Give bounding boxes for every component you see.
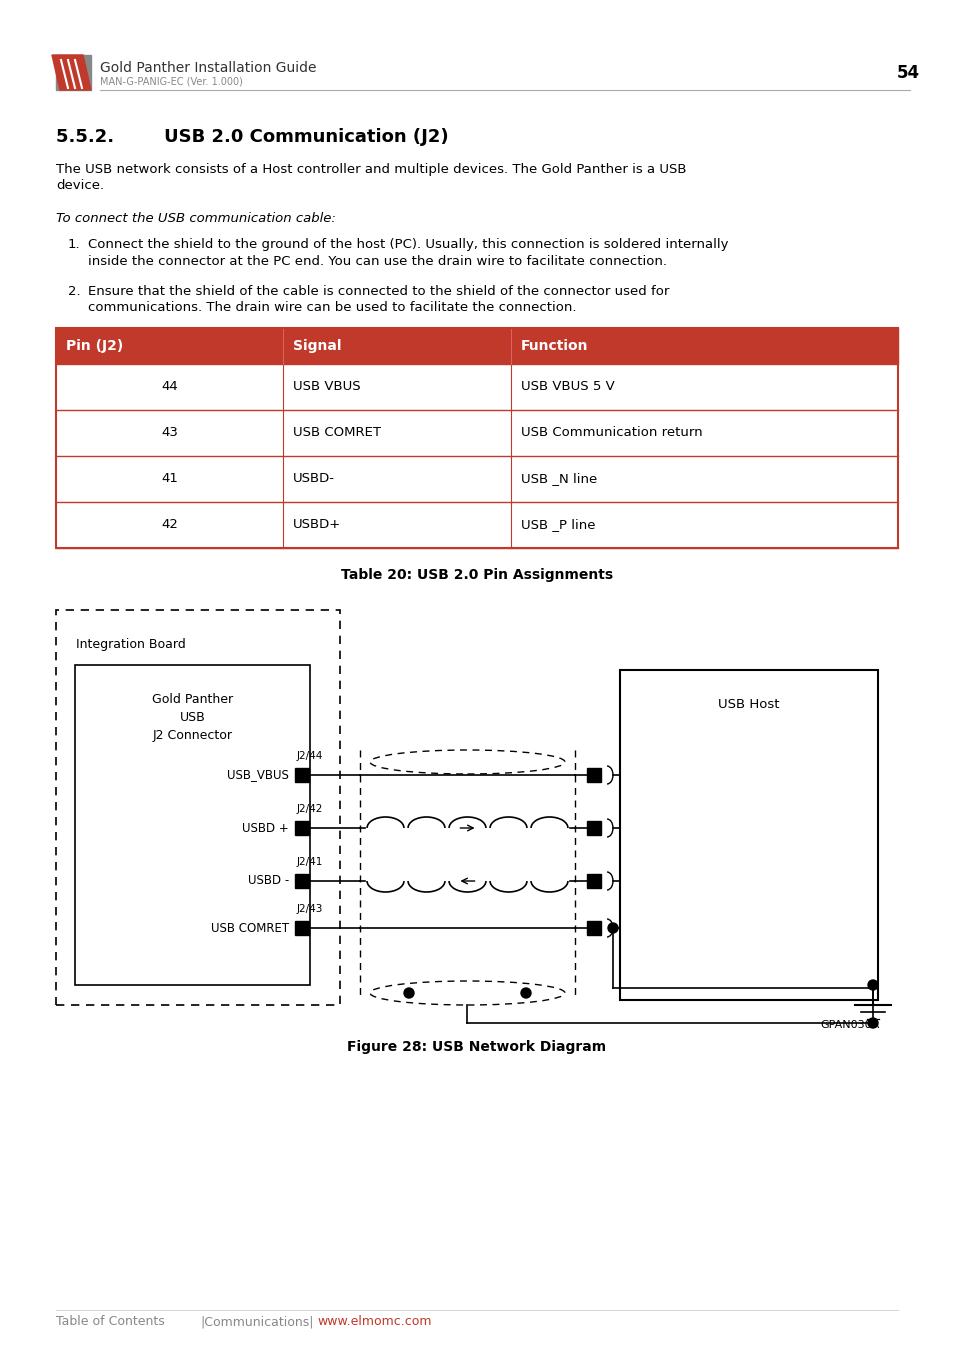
- Text: Gold Panther Installation Guide: Gold Panther Installation Guide: [100, 61, 316, 76]
- Text: USBD -: USBD -: [248, 875, 289, 887]
- Text: To connect the USB communication cable:: To connect the USB communication cable:: [56, 212, 335, 225]
- Text: USB COMRET: USB COMRET: [211, 922, 289, 934]
- Text: USB_VBUS: USB_VBUS: [227, 768, 289, 782]
- Text: Signal: Signal: [293, 339, 341, 352]
- Bar: [75, 666, 310, 986]
- Text: USB Host: USB Host: [718, 698, 779, 711]
- Bar: [56, 456, 897, 502]
- Text: Gold Panther: Gold Panther: [152, 693, 233, 706]
- Bar: [294, 921, 309, 936]
- Circle shape: [867, 1018, 877, 1027]
- Text: J2/41: J2/41: [296, 857, 323, 867]
- Text: Connect the shield to the ground of the host (PC). Usually, this connection is s: Connect the shield to the ground of the …: [88, 238, 728, 251]
- Text: USBD-: USBD-: [293, 472, 335, 486]
- Text: USB VBUS 5 V: USB VBUS 5 V: [520, 381, 614, 393]
- Text: 44: 44: [161, 381, 178, 393]
- Text: USB VBUS: USB VBUS: [293, 381, 360, 393]
- Bar: [56, 610, 339, 1004]
- Text: www.elmomc.com: www.elmomc.com: [316, 1315, 431, 1328]
- Text: MAN-G-PANIG-EC (Ver. 1.000): MAN-G-PANIG-EC (Ver. 1.000): [100, 77, 243, 86]
- Text: 2.: 2.: [68, 285, 81, 298]
- Bar: [586, 873, 600, 888]
- Text: USB: USB: [179, 711, 205, 724]
- Bar: [294, 873, 309, 888]
- Bar: [56, 364, 897, 410]
- Text: |Communications|: |Communications|: [200, 1315, 314, 1328]
- Text: Figure 28: USB Network Diagram: Figure 28: USB Network Diagram: [347, 1040, 606, 1054]
- Text: USBD +: USBD +: [242, 822, 289, 834]
- Text: Table 20: USB 2.0 Pin Assignments: Table 20: USB 2.0 Pin Assignments: [340, 568, 613, 582]
- Bar: [586, 768, 600, 782]
- Text: device.: device.: [56, 180, 104, 192]
- Bar: [56, 328, 897, 365]
- Text: USB _P line: USB _P line: [520, 518, 595, 532]
- Text: J2/44: J2/44: [296, 751, 323, 761]
- Text: Integration Board: Integration Board: [76, 639, 186, 651]
- Bar: [56, 55, 91, 90]
- Bar: [586, 921, 600, 936]
- Text: 1.: 1.: [68, 238, 81, 251]
- Bar: [56, 410, 897, 456]
- Text: Pin (J2): Pin (J2): [66, 339, 123, 352]
- Text: 5.5.2.        USB 2.0 Communication (J2): 5.5.2. USB 2.0 Communication (J2): [56, 128, 448, 146]
- Text: 54: 54: [896, 63, 919, 82]
- Text: J2/43: J2/43: [296, 904, 323, 914]
- Text: 41: 41: [161, 472, 178, 486]
- Polygon shape: [52, 55, 91, 90]
- Text: J2 Connector: J2 Connector: [152, 729, 233, 742]
- Text: communications. The drain wire can be used to facilitate the connection.: communications. The drain wire can be us…: [88, 301, 576, 315]
- Text: 43: 43: [161, 427, 178, 440]
- Text: Ensure that the shield of the cable is connected to the shield of the connector : Ensure that the shield of the cable is c…: [88, 285, 669, 298]
- Bar: [586, 821, 600, 836]
- Text: USBD+: USBD+: [293, 518, 341, 532]
- Bar: [294, 768, 309, 782]
- Bar: [56, 328, 897, 548]
- Text: Function: Function: [520, 339, 588, 352]
- Circle shape: [403, 988, 414, 998]
- Text: Table of Contents: Table of Contents: [56, 1315, 165, 1328]
- Circle shape: [520, 988, 531, 998]
- Text: USB Communication return: USB Communication return: [520, 427, 701, 440]
- Text: J2/42: J2/42: [296, 805, 323, 814]
- Bar: [294, 821, 309, 836]
- Text: USB COMRET: USB COMRET: [293, 427, 381, 440]
- Bar: [56, 502, 897, 548]
- Text: The USB network consists of a Host controller and multiple devices. The Gold Pan: The USB network consists of a Host contr…: [56, 163, 686, 176]
- Text: inside the connector at the PC end. You can use the drain wire to facilitate con: inside the connector at the PC end. You …: [88, 255, 666, 269]
- Text: 42: 42: [161, 518, 178, 532]
- Bar: [619, 670, 877, 1000]
- Text: GPAN030A: GPAN030A: [820, 1021, 879, 1030]
- Text: USB _N line: USB _N line: [520, 472, 597, 486]
- Circle shape: [867, 980, 877, 990]
- Circle shape: [607, 923, 618, 933]
